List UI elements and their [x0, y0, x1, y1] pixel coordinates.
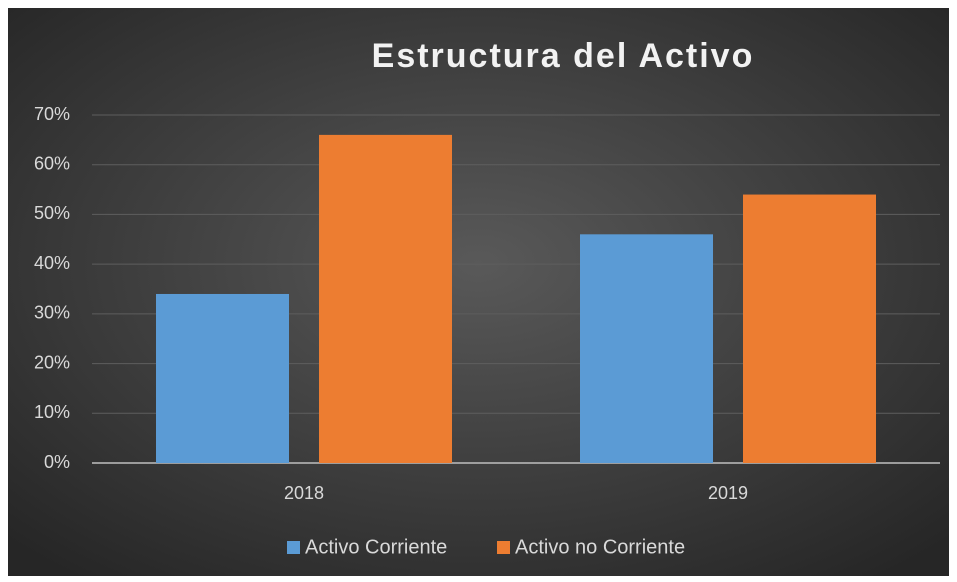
- y-tick-label: 20%: [34, 352, 70, 372]
- legend-swatch: [287, 541, 300, 554]
- y-tick-label: 40%: [34, 253, 70, 273]
- x-tick-label: 2018: [284, 483, 324, 503]
- bar: [156, 293, 289, 463]
- x-tick-label: 2019: [708, 483, 748, 503]
- chart-title: Estructura del Activo: [372, 37, 755, 75]
- legend-label: Activo no Corriente: [515, 536, 685, 558]
- bar: [580, 234, 713, 463]
- y-tick-label: 10%: [34, 402, 70, 422]
- y-tick-label: 60%: [34, 153, 70, 173]
- y-tick-label: 70%: [34, 104, 70, 124]
- bar: [319, 134, 452, 463]
- y-tick-label: 30%: [34, 303, 70, 323]
- y-tick-label: 0%: [44, 452, 70, 472]
- legend-label: Activo Corriente: [305, 536, 447, 558]
- bar: [743, 194, 876, 464]
- y-tick-label: 50%: [34, 203, 70, 223]
- legend-swatch: [497, 541, 510, 554]
